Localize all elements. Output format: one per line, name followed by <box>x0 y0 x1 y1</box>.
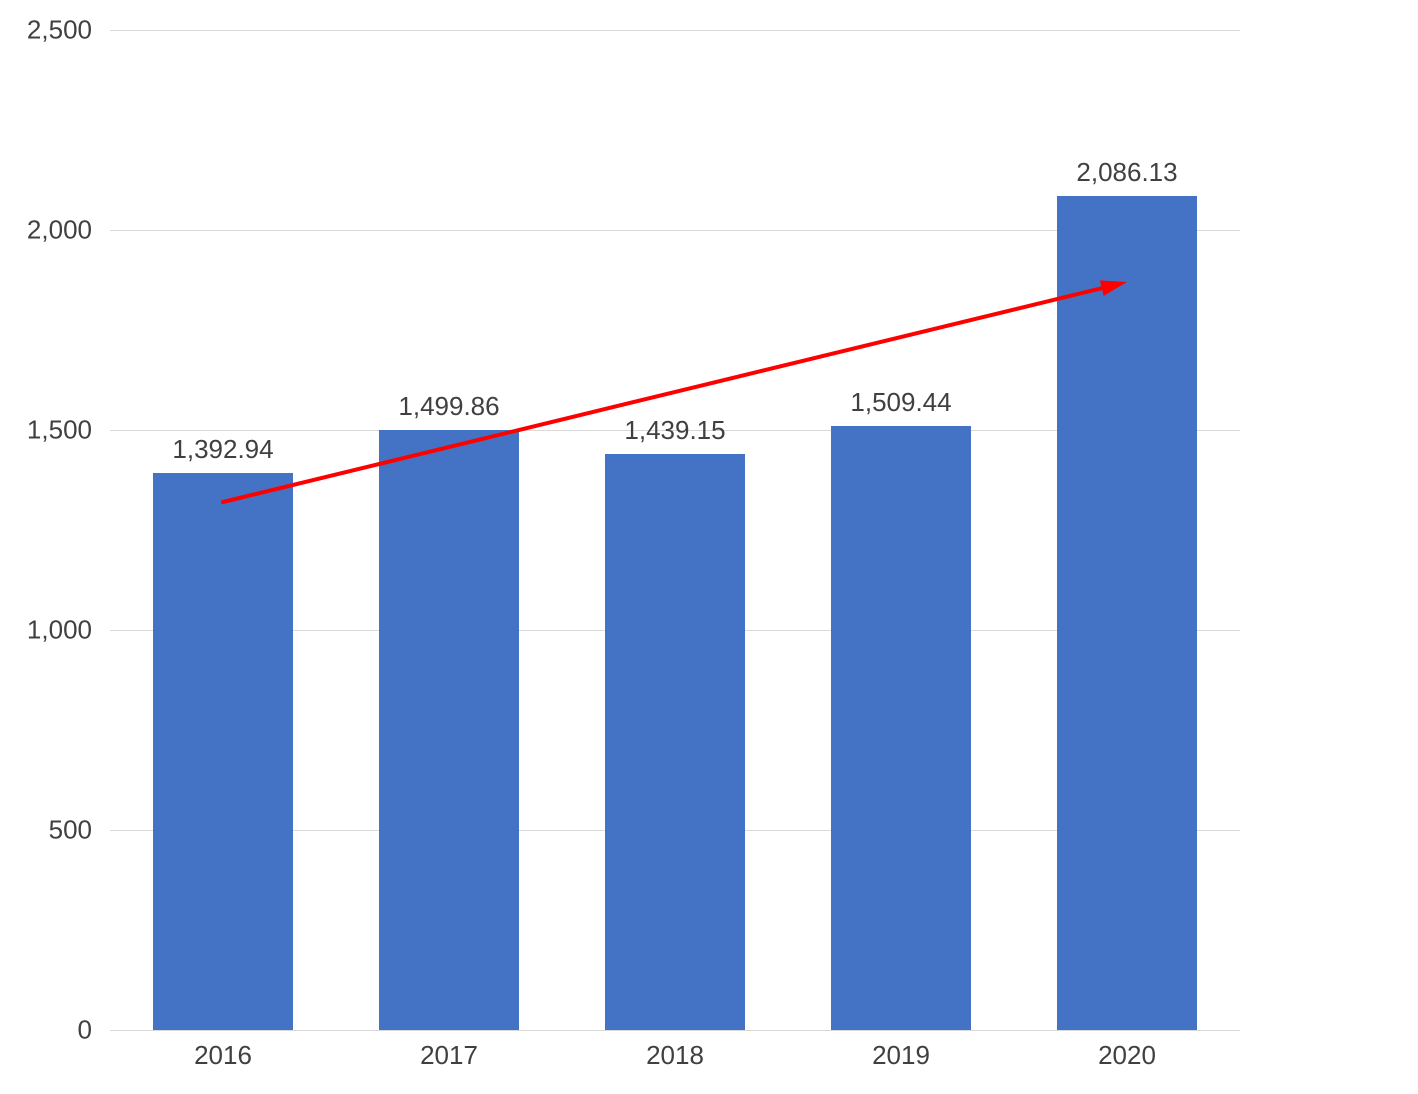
x-axis-tick-label: 2018 <box>646 1040 704 1071</box>
x-axis-tick-label: 2019 <box>872 1040 930 1071</box>
bar-value-label: 1,392.94 <box>172 434 273 465</box>
bar-chart: 1,392.94 1,499.86 1,439.15 1,509.44 2,086.13… <box>0 0 1418 1094</box>
bar <box>153 473 293 1030</box>
bar <box>379 430 519 1030</box>
x-axis-tick-label: 2017 <box>420 1040 478 1071</box>
bar <box>831 426 971 1030</box>
x-axis-tick-label: 2020 <box>1098 1040 1156 1071</box>
bar <box>605 454 745 1030</box>
y-axis-tick-label: 500 <box>0 815 92 846</box>
plot-area: 1,392.94 1,499.86 1,439.15 1,509.44 2,086.13 <box>110 30 1240 1030</box>
gridline <box>110 1030 1240 1031</box>
y-axis-tick-label: 2,500 <box>0 15 92 46</box>
y-axis-tick-label: 0 <box>0 1015 92 1046</box>
y-axis-tick-label: 1,000 <box>0 615 92 646</box>
bar-value-label: 2,086.13 <box>1076 157 1177 188</box>
bar-value-label: 1,499.86 <box>398 391 499 422</box>
y-axis-tick-label: 2,000 <box>0 215 92 246</box>
x-axis-tick-label: 2016 <box>194 1040 252 1071</box>
gridline <box>110 30 1240 31</box>
bar <box>1057 196 1197 1030</box>
bar-value-label: 1,439.15 <box>624 415 725 446</box>
y-axis-tick-label: 1,500 <box>0 415 92 446</box>
bar-value-label: 1,509.44 <box>850 387 951 418</box>
